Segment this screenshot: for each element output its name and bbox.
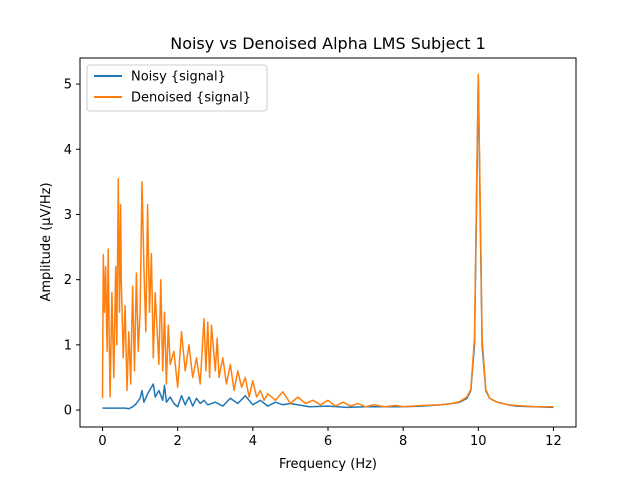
y-tick-label: 3 <box>64 208 72 223</box>
x-tick-label: 12 <box>545 434 562 449</box>
y-tick-label: 0 <box>64 404 72 419</box>
legend: Noisy {signal} Denoised {signal} <box>86 64 268 112</box>
x-tick-label: 4 <box>249 434 257 449</box>
series-line-1 <box>101 73 554 408</box>
chart-title: Noisy vs Denoised Alpha LMS Subject 1 <box>170 34 486 53</box>
y-tick-label: 2 <box>64 273 72 288</box>
y-tick-label: 5 <box>64 78 72 93</box>
y-axis-label: Amplitude (μV/Hz) <box>39 182 54 301</box>
legend-box <box>86 64 268 112</box>
x-tick-label: 2 <box>174 434 182 449</box>
x-axis-label: Frequency (Hz) <box>279 457 377 472</box>
legend-label-1: Denoised {signal} <box>131 91 251 106</box>
series-layer <box>101 73 554 410</box>
legend-label-0: Noisy {signal} <box>131 70 226 85</box>
y-axis: 0 1 2 3 4 5 <box>64 78 80 419</box>
x-tick-label: 8 <box>399 434 407 449</box>
x-tick-label: 6 <box>324 434 332 449</box>
y-tick-label: 4 <box>64 143 72 158</box>
x-tick-label: 10 <box>470 434 487 449</box>
x-tick-label: 0 <box>98 434 106 449</box>
y-tick-label: 1 <box>64 338 72 353</box>
x-axis: 0 2 4 6 8 10 12 <box>98 427 562 449</box>
